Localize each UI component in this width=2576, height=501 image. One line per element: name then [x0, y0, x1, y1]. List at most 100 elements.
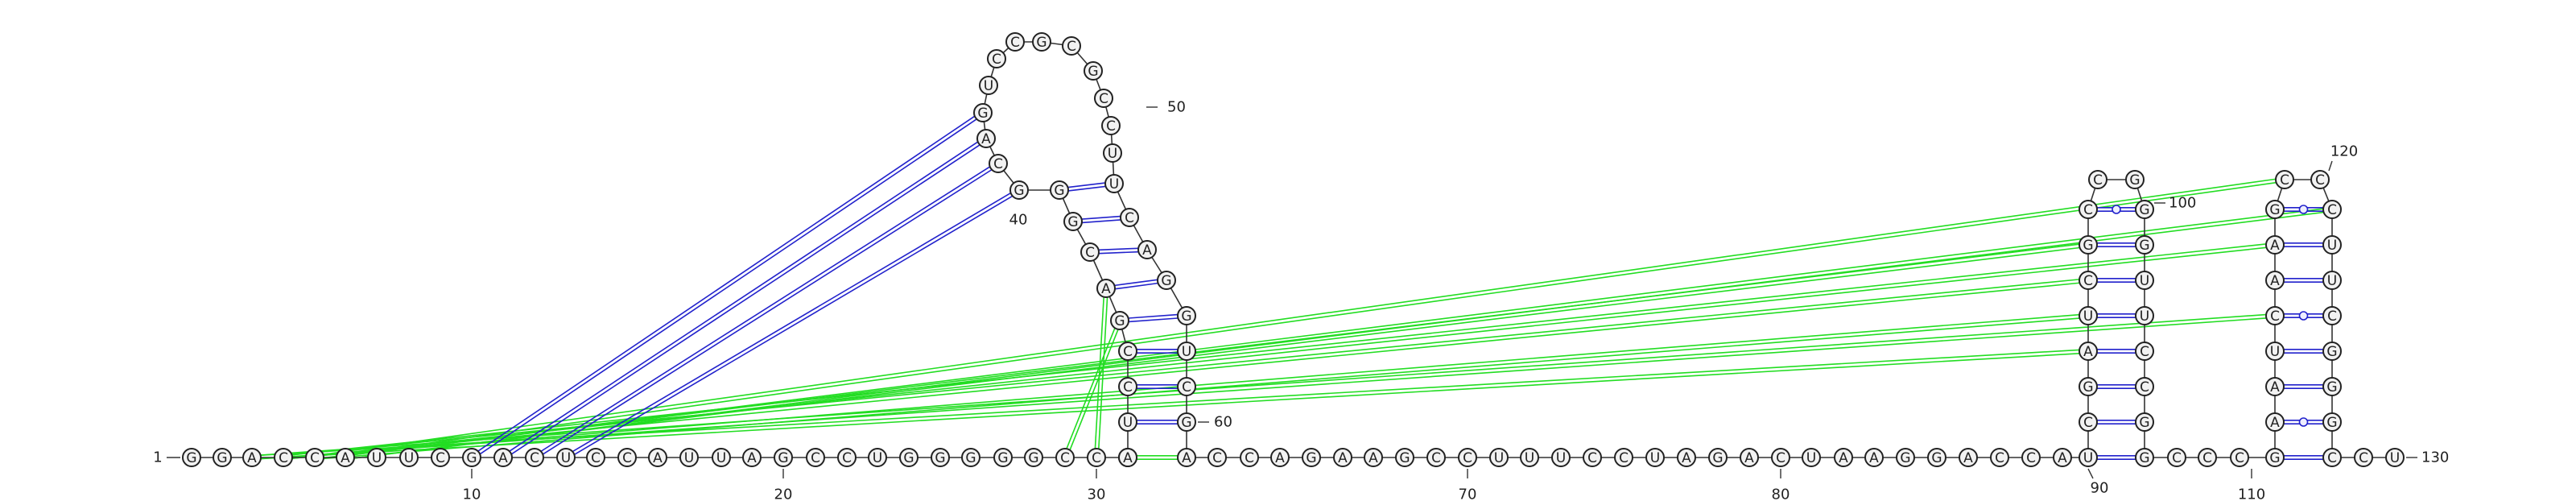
nucleotide: C	[1208, 449, 1226, 466]
nucleotide-letter: C	[622, 450, 632, 466]
nucleotide-letter: U	[372, 450, 382, 466]
nucleotide-letter: U	[2327, 238, 2337, 254]
nucleotide: C	[2136, 342, 2153, 360]
position-number: 70	[1459, 487, 1477, 501]
base-pair-line	[292, 244, 2266, 455]
nucleotide-letter: C	[436, 450, 445, 466]
nucleotide-letter: C	[1106, 118, 1116, 135]
nucleotide: A	[1271, 449, 1289, 466]
nucleotide-letter: U	[1109, 176, 1119, 193]
nucleotide-letter: A	[1182, 450, 1191, 466]
base-pair-line	[1099, 252, 1138, 254]
nucleotide-letter: C	[2280, 172, 2289, 188]
nucleotide: G	[1111, 312, 1129, 329]
nucleotide: C	[1006, 33, 1024, 51]
nucleotide: C	[2323, 449, 2341, 466]
nucleotide: C	[2266, 307, 2284, 325]
base-pair-line	[1129, 315, 1178, 318]
nucleotide: C	[1095, 89, 1113, 107]
nucleotide: C	[1119, 378, 1137, 395]
nucleotide-letter: G	[2139, 415, 2149, 431]
nucleotide: A	[1334, 449, 1352, 466]
nucleotide-letter: U	[684, 450, 694, 466]
nucleotide-letter: U	[2327, 273, 2337, 289]
nucleotide-letter: G	[2139, 238, 2149, 254]
nucleotide: A	[1959, 449, 1977, 466]
nucleotide: G	[1084, 62, 1102, 80]
nucleotide: G	[931, 449, 949, 466]
nucleotide-letter: U	[1108, 146, 1117, 162]
nucleotide: U	[712, 449, 730, 466]
nucleotide-letter: C	[1182, 379, 1191, 395]
nucleotide: G	[2126, 171, 2144, 188]
nucleotide-letter: G	[1399, 450, 1410, 466]
nucleotide-letter: C	[811, 450, 820, 466]
nucleotide-letter: U	[873, 450, 882, 466]
nucleotide: G	[1897, 449, 1914, 466]
nucleotide-letter: G	[1931, 450, 1942, 466]
nucleotide: A	[1119, 449, 1137, 466]
nucleotide-letter: C	[2026, 450, 2036, 466]
nucleotide: C	[989, 155, 1007, 172]
nucleotide-letter: G	[1181, 415, 1191, 431]
nucleotide: A	[494, 449, 512, 466]
position-number: 10	[463, 487, 481, 501]
nucleotide-letter: C	[1463, 450, 1472, 466]
nucleotide-letter: C	[1995, 450, 2004, 466]
nucleotide-letter: C	[530, 450, 539, 466]
nucleotide-letter: A	[1963, 450, 1973, 466]
nucleotide-letter: U	[1650, 450, 1660, 466]
nucleotide-letter: A	[2270, 273, 2280, 289]
nucleotide: G	[1010, 181, 1028, 199]
nucleotide-letter: U	[2083, 308, 2093, 325]
nucleotide: C	[838, 449, 856, 466]
nucleotide-letter: A	[2270, 238, 2280, 254]
position-number: 100	[2169, 195, 2196, 212]
nucleotide-letter: A	[1869, 450, 1879, 466]
nucleotide: C	[2231, 449, 2248, 466]
nucleotide: U	[980, 77, 997, 94]
nucleotide: A	[2054, 449, 2071, 466]
nucleotide-letter: C	[1010, 35, 1020, 51]
nucleotide: G	[463, 449, 481, 466]
nucleotide-letter: G	[977, 106, 988, 122]
nucleotide-letter: C	[2359, 450, 2368, 466]
nucleotide: G	[1928, 449, 1946, 466]
nucleotide: G	[2136, 201, 2153, 218]
nucleotide-letter: A	[1101, 281, 1111, 297]
nucleotide: C	[1178, 378, 1195, 395]
gu-pair-dot	[2300, 418, 2308, 426]
nucleotide-letter: G	[1054, 183, 1064, 199]
nucleotide: A	[977, 130, 995, 147]
nucleotide: C	[526, 449, 543, 466]
nucleotide: U	[1178, 342, 1195, 360]
nucleotide-letter: C	[2172, 450, 2182, 466]
nucleotide: A	[1865, 449, 1883, 466]
nucleotide-letter: U	[2270, 344, 2280, 360]
nucleotide: A	[1364, 449, 1382, 466]
nucleotide-letter: C	[2140, 379, 2149, 395]
nucleotide-letter: A	[1368, 450, 1378, 466]
nucleotide: C	[1088, 449, 1105, 466]
nucleotide: G	[1709, 449, 1727, 466]
nucleotide: C	[1121, 209, 1138, 226]
position-number: 20	[774, 487, 793, 501]
nucleotide-letter: G	[1181, 308, 1191, 325]
nucleotide: A	[1138, 241, 1156, 259]
nucleotide-letter: A	[1275, 450, 1285, 466]
nucleotide: G	[2266, 201, 2284, 218]
nucleotide: U	[869, 449, 886, 466]
nucleotide-letter: A	[2270, 379, 2280, 395]
nucleotide: A	[1678, 449, 1695, 466]
nucleotide: U	[2136, 271, 2153, 289]
nucleotide-letter: U	[404, 450, 414, 466]
position-number: 90	[2091, 480, 2109, 497]
nucleotide-letter: C	[2327, 450, 2337, 466]
nucleotide-letter: C	[2083, 273, 2093, 289]
nucleotide-letter: C	[1067, 39, 1076, 55]
nucleotide: G	[974, 104, 992, 122]
base-pair-line	[480, 119, 976, 454]
nucleotide: A	[243, 449, 261, 466]
nucleotide-letter: C	[1431, 450, 1441, 466]
nucleotide-letter: A	[1682, 450, 1691, 466]
